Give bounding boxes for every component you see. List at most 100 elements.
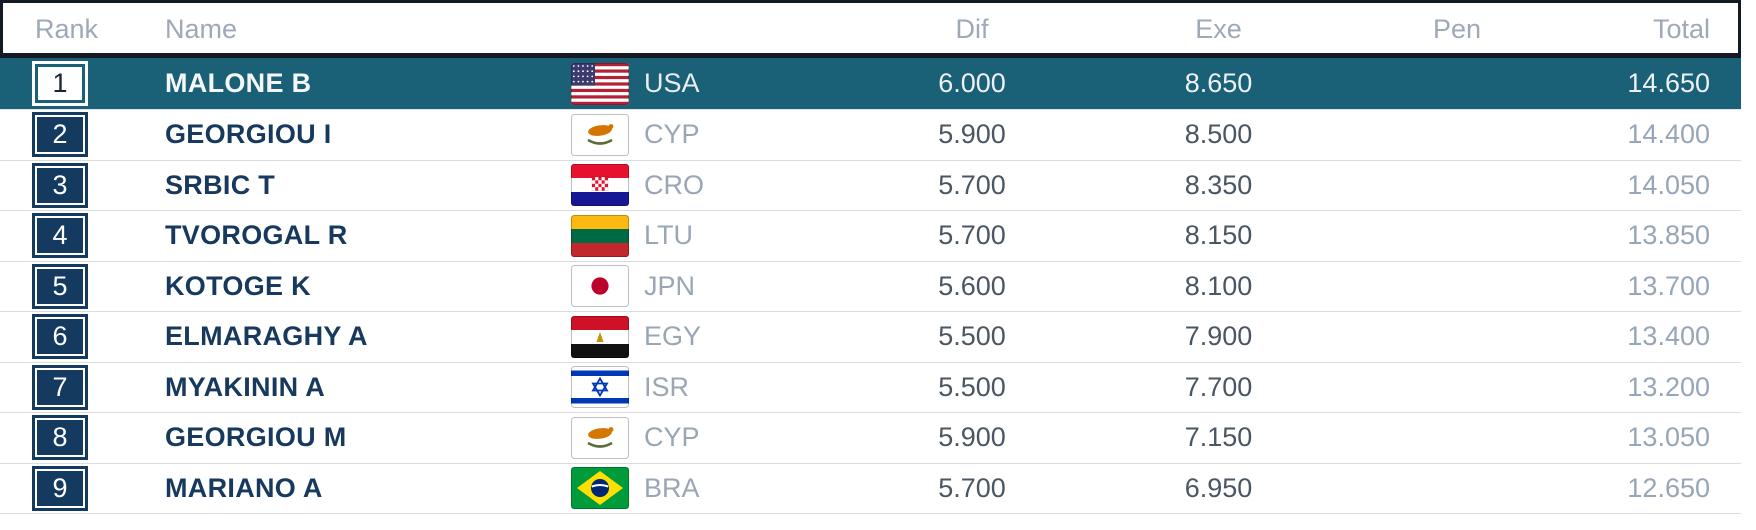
country-code: EGY — [644, 321, 702, 352]
country-code: CRO — [644, 169, 704, 200]
athlete-name: SRBIC T — [165, 169, 276, 200]
table-row[interactable]: 5 KOTOGE K JPN 5.600 8.100 13.700 — [0, 261, 1741, 312]
total-value: 12.650 — [1627, 472, 1710, 503]
rank-number: 2 — [52, 119, 68, 150]
column-header-name: Name — [165, 13, 238, 44]
flag-cyp-icon — [571, 416, 629, 459]
exe-value: 7.900 — [1184, 321, 1253, 352]
results-table: Rank Name Dif Exe Pen Total 1 MALONE B U… — [0, 0, 1741, 514]
column-header-total: Total — [1652, 13, 1710, 44]
athlete-name: KOTOGE K — [165, 270, 311, 301]
dif-value: 5.700 — [938, 472, 1006, 503]
total-value: 13.200 — [1627, 371, 1710, 402]
exe-value: 8.500 — [1184, 119, 1253, 150]
column-header-exe: Exe — [1195, 13, 1242, 44]
rank-number: 9 — [52, 472, 68, 503]
table-row[interactable]: 8 GEORGIOU M CYP 5.900 7.150 13.050 — [0, 413, 1741, 464]
country-code: BRA — [644, 472, 700, 503]
table-row[interactable]: 7 MYAKININ A ISR 5.500 7.700 13.200 — [0, 362, 1741, 413]
pen-value — [1340, 413, 1574, 463]
rank-number: 6 — [52, 321, 68, 352]
rank-number: 8 — [52, 422, 68, 453]
dif-value: 5.600 — [938, 270, 1006, 301]
table-row[interactable]: 4 TVOROGAL R LTU 5.700 8.150 13.850 — [0, 211, 1741, 262]
total-value: 13.400 — [1627, 321, 1710, 352]
table-row[interactable]: 2 GEORGIOU I CYP 5.900 8.500 14.400 — [0, 110, 1741, 161]
dif-value: 5.700 — [938, 169, 1006, 200]
table-header: Rank Name Dif Exe Pen Total — [0, 0, 1741, 58]
dif-value: 5.700 — [938, 220, 1006, 251]
dif-value: 6.000 — [938, 68, 1006, 98]
country-code: ISR — [644, 371, 690, 402]
country-code: LTU — [644, 220, 694, 251]
athlete-name: TVOROGAL R — [165, 220, 348, 251]
athlete-name: MYAKININ A — [165, 371, 326, 402]
rank-badge: 6 — [35, 317, 85, 357]
country-code: CYP — [644, 422, 700, 453]
table-row[interactable]: 3 SRBIC T CRO 5.700 8.350 14.050 — [0, 160, 1741, 211]
total-value: 14.050 — [1627, 169, 1710, 200]
rank-badge: 8 — [35, 418, 85, 458]
pen-value — [1340, 161, 1574, 211]
country-code: USA — [644, 68, 700, 98]
exe-value: 8.100 — [1184, 270, 1253, 301]
flag-cro-icon — [571, 164, 629, 207]
column-header-pen: Pen — [1432, 13, 1482, 44]
flag-bra-icon — [571, 467, 629, 510]
rank-number: 3 — [52, 169, 68, 200]
flag-jpn-icon — [571, 265, 629, 308]
total-value: 14.400 — [1627, 119, 1710, 150]
flag-usa-icon — [571, 62, 629, 105]
rank-badge: 4 — [35, 216, 85, 256]
table-body: 1 MALONE B USA 6.000 8.650 14.650 2 GEOR… — [0, 58, 1741, 514]
athlete-name: GEORGIOU I — [165, 119, 332, 150]
dif-value: 5.900 — [938, 119, 1006, 150]
dif-value: 5.500 — [938, 321, 1006, 352]
exe-value: 7.150 — [1184, 422, 1253, 453]
pen-value — [1340, 58, 1574, 109]
exe-value: 8.650 — [1184, 68, 1253, 98]
pen-value — [1340, 312, 1574, 362]
country-code: CYP — [644, 119, 700, 150]
rank-badge: 7 — [35, 367, 85, 407]
exe-value: 8.350 — [1184, 169, 1253, 200]
athlete-name: MARIANO A — [165, 472, 323, 503]
column-header-dif: Dif — [955, 13, 989, 44]
athlete-name: MALONE B — [165, 68, 312, 98]
exe-value: 8.150 — [1184, 220, 1253, 251]
table-row[interactable]: 1 MALONE B USA 6.000 8.650 14.650 — [0, 58, 1741, 110]
dif-value: 5.900 — [938, 422, 1006, 453]
exe-value: 7.700 — [1184, 371, 1253, 402]
total-value: 13.050 — [1627, 422, 1710, 453]
rank-number: 5 — [52, 270, 68, 301]
rank-number: 1 — [52, 68, 68, 98]
column-header-rank: Rank — [35, 13, 99, 44]
rank-badge: 3 — [35, 165, 85, 205]
pen-value — [1340, 110, 1574, 160]
rank-badge: 9 — [35, 468, 85, 508]
table-row[interactable]: 9 MARIANO A BRA 5.700 6.950 12.650 — [0, 463, 1741, 514]
pen-value — [1340, 262, 1574, 312]
flag-cyp-icon — [571, 113, 629, 156]
pen-value — [1340, 211, 1574, 261]
country-code: JPN — [644, 270, 696, 301]
athlete-name: ELMARAGHY A — [165, 321, 368, 352]
rank-number: 4 — [52, 220, 68, 251]
total-value: 13.700 — [1627, 270, 1710, 301]
athlete-name: GEORGIOU M — [165, 422, 347, 453]
rank-badge: 2 — [35, 115, 85, 155]
pen-value — [1340, 464, 1574, 514]
table-row[interactable]: 6 ELMARAGHY A EGY 5.500 7.900 13.400 — [0, 312, 1741, 363]
dif-value: 5.500 — [938, 371, 1006, 402]
rank-badge: 5 — [35, 266, 85, 306]
flag-egy-icon — [571, 315, 629, 358]
flag-isr-icon — [571, 366, 629, 409]
exe-value: 6.950 — [1184, 472, 1253, 503]
rank-number: 7 — [52, 371, 68, 402]
total-value: 13.850 — [1627, 220, 1710, 251]
pen-value — [1340, 363, 1574, 413]
rank-badge: 1 — [35, 64, 85, 103]
flag-ltu-icon — [571, 214, 629, 257]
total-value: 14.650 — [1627, 68, 1710, 98]
